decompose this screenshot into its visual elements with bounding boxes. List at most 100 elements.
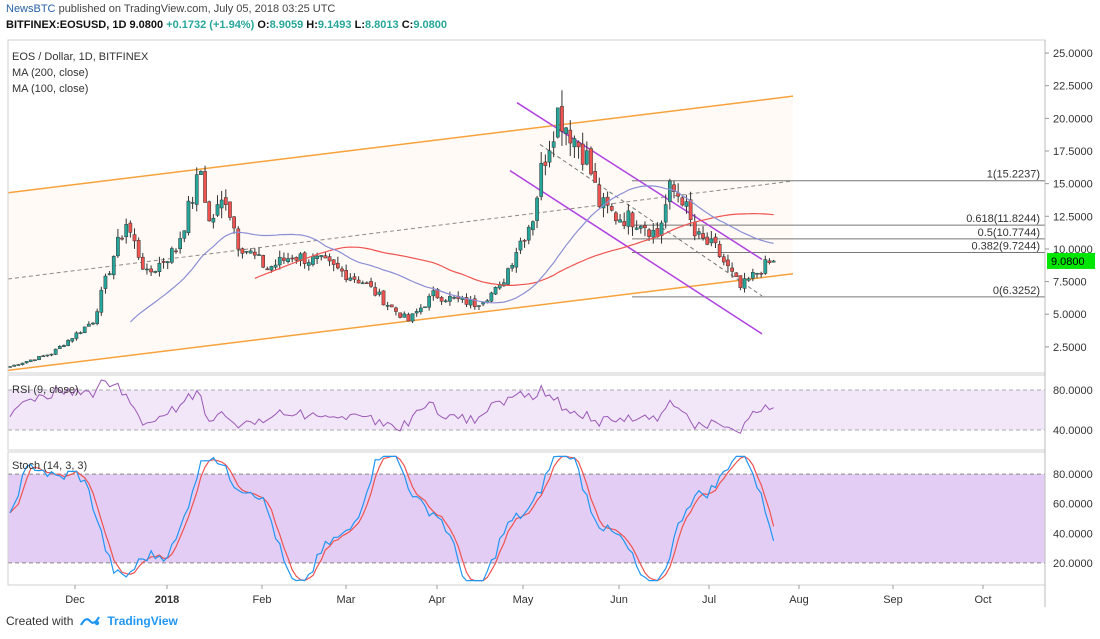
candle-body	[178, 238, 183, 250]
fib-level-label: 0.5(10.7744)	[978, 227, 1040, 239]
candle-body	[580, 143, 585, 165]
candle-body	[638, 225, 643, 229]
symbol-label: BITFINEX:EOSUSD, 1D	[6, 19, 127, 31]
candle-body	[211, 217, 216, 223]
candle-body	[713, 236, 718, 244]
candle-body	[730, 267, 734, 272]
stoch-legend[interactable]: Stoch (14, 3, 3)	[12, 460, 88, 472]
candle-body	[33, 359, 37, 361]
footer: Created with TradingView	[6, 614, 178, 628]
candle-body	[489, 292, 494, 302]
candle-body	[182, 230, 187, 239]
last-price-badge	[1047, 252, 1095, 269]
candle-body	[763, 259, 768, 274]
channel-mid-line	[7, 180, 794, 280]
candle-body	[24, 361, 29, 364]
candle-body	[107, 273, 112, 276]
candle-body	[331, 259, 336, 265]
candle-body	[684, 201, 689, 207]
candle-body	[601, 197, 606, 209]
x-tick-label: Mar	[337, 594, 356, 606]
candle-body	[244, 250, 249, 253]
candle-body	[506, 268, 510, 285]
candle-body	[771, 260, 776, 263]
high-label: H:	[306, 19, 318, 31]
legend-title: EOS / Dollar, 1D, BITFINEX	[12, 51, 149, 63]
price-tick-label: 20.0000	[1053, 113, 1093, 125]
candle-body	[767, 260, 772, 263]
x-tick-label: Aug	[789, 594, 809, 606]
candle-body	[626, 210, 631, 227]
candle-body	[136, 240, 141, 258]
candle-body	[41, 355, 46, 358]
publisher-name[interactable]: NewsBTC	[6, 3, 56, 15]
candle-body	[344, 270, 348, 281]
candle-body	[692, 221, 697, 237]
candle-body	[170, 248, 174, 263]
candle-body	[618, 219, 622, 223]
x-tick-label: Jul	[702, 594, 716, 606]
rsi-band	[8, 390, 1045, 430]
candle-body	[759, 272, 763, 275]
price-tick-label: 7.5000	[1053, 277, 1087, 289]
tradingview-brand[interactable]: TradingView	[107, 614, 178, 628]
candle-body	[228, 201, 232, 218]
candle-body	[555, 107, 560, 138]
candle-body	[153, 270, 158, 273]
candle-body	[597, 184, 602, 207]
price-chart[interactable]: 1(15.2237) 0.618(11.8244) 0.5(10.7744) 0.38…	[0, 0, 1100, 610]
x-tick-label: May	[513, 594, 534, 606]
candle-body	[306, 262, 311, 266]
stoch-pane	[8, 455, 1045, 582]
x-tick-label: 2018	[155, 594, 179, 606]
candle-body	[481, 302, 485, 305]
price-tick-label: 5.0000	[1053, 309, 1087, 321]
legend-ma200[interactable]: MA (200, close)	[12, 67, 89, 79]
candle-body	[572, 138, 577, 148]
candle-body	[668, 180, 672, 202]
candle-body	[53, 348, 58, 355]
last-price: 9.0800	[129, 19, 164, 31]
candle-body	[398, 312, 402, 318]
stoch-tick-label: 20.0000	[1053, 558, 1093, 570]
candle-body	[746, 278, 751, 281]
rsi-legend[interactable]: RSI (9, close)	[12, 384, 79, 396]
candle-body	[709, 238, 714, 244]
candle-body	[66, 340, 70, 346]
rsi-tick-label: 80.0000	[1053, 385, 1093, 397]
candle-body	[389, 304, 394, 308]
price-tick-label: 15.0000	[1053, 179, 1093, 191]
candle-body	[116, 236, 120, 257]
open-value: 8.9059	[269, 19, 304, 31]
candle-body	[186, 200, 191, 234]
candle-body	[452, 297, 456, 299]
candle-body	[203, 171, 207, 203]
candle-body	[551, 141, 556, 148]
candle-body	[45, 354, 50, 357]
candle-body	[294, 256, 299, 261]
stoch-k-line	[9, 455, 775, 582]
candle-body	[369, 281, 373, 287]
candle-body	[560, 106, 564, 132]
candle-body	[257, 254, 261, 256]
candle-body	[564, 127, 568, 134]
fib-level-label: 0(6.3252)	[993, 285, 1040, 297]
candle-body	[680, 197, 685, 206]
candle-body	[630, 212, 635, 228]
candle-body	[477, 305, 481, 307]
candle-body	[502, 282, 506, 287]
candle-body	[277, 256, 282, 266]
ma100-line	[129, 185, 774, 323]
candle-body	[514, 252, 519, 268]
candle-body	[174, 250, 178, 253]
candle-body	[273, 264, 278, 268]
legend-ma100[interactable]: MA (100, close)	[12, 83, 89, 95]
rsi-pane	[8, 379, 1045, 434]
candle-body	[132, 234, 137, 242]
candle-body	[290, 257, 295, 260]
candle-body	[20, 362, 25, 365]
candle-body	[585, 150, 589, 165]
price-tick-label: 2.5000	[1053, 342, 1087, 354]
price-tick-label: 17.5000	[1053, 146, 1093, 158]
candle-body	[348, 277, 353, 281]
